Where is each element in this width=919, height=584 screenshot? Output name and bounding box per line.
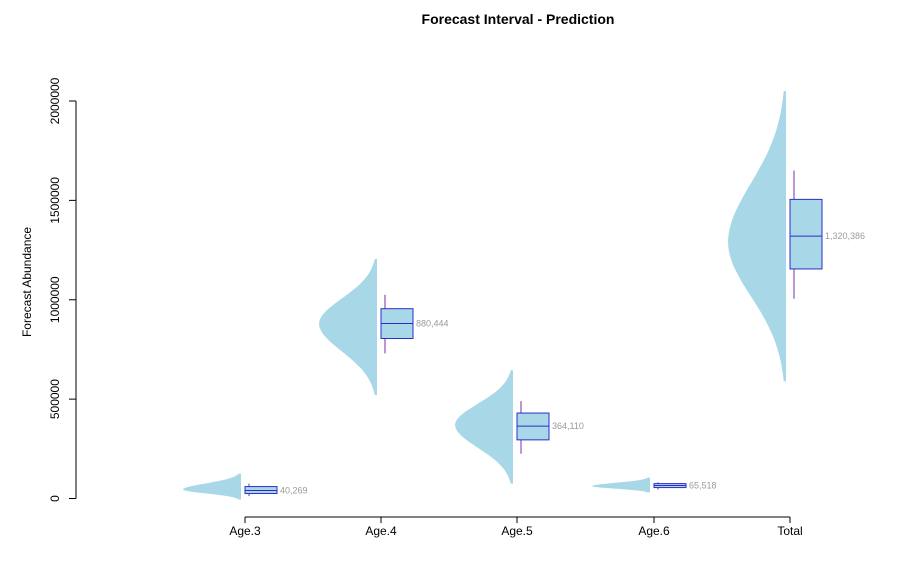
violin-shape (183, 473, 241, 500)
x-tick-label: Age.5 (501, 524, 533, 538)
y-axis-label: Forecast Abundance (20, 227, 34, 337)
chart-title: Forecast Interval - Prediction (422, 11, 615, 27)
violin-shape (728, 91, 786, 382)
x-tick-label: Age.3 (229, 524, 261, 538)
x-tick-label: Total (777, 524, 802, 538)
y-tick-label: 1000000 (48, 276, 62, 323)
x-tick-label: Age.4 (365, 524, 397, 538)
violin-shape (319, 259, 377, 396)
median-value-label: 1,320,386 (825, 231, 865, 241)
violin-group-age-3: 40,269 (183, 473, 308, 500)
plot-area: 40,269 880,444 364,110 65,518 1,320,386 (183, 91, 865, 500)
violin-group-total: 1,320,386 (728, 91, 865, 382)
y-tick-label: 500000 (48, 379, 62, 419)
median-value-label: 40,269 (280, 485, 308, 495)
median-value-label: 65,518 (689, 480, 717, 490)
iqr-box (789, 198, 823, 270)
violin-group-age-5: 364,110 (455, 370, 584, 484)
y-axis: 0 500000 1000000 1500000 2000000 (48, 77, 77, 502)
y-tick-label: 2000000 (48, 77, 62, 124)
violin-shape (592, 477, 650, 493)
y-tick-label: 1500000 (48, 177, 62, 224)
violin-shape (455, 370, 513, 484)
violin-group-age-6: 65,518 (592, 477, 717, 493)
y-tick-label: 0 (48, 495, 62, 502)
median-value-label: 880,444 (416, 319, 449, 329)
violin-group-age-4: 880,444 (319, 259, 449, 396)
x-tick-label: Age.6 (638, 524, 670, 538)
median-value-label: 364,110 (552, 421, 584, 431)
x-axis: Age.3 Age.4 Age.5 Age.6 Total (229, 516, 803, 538)
